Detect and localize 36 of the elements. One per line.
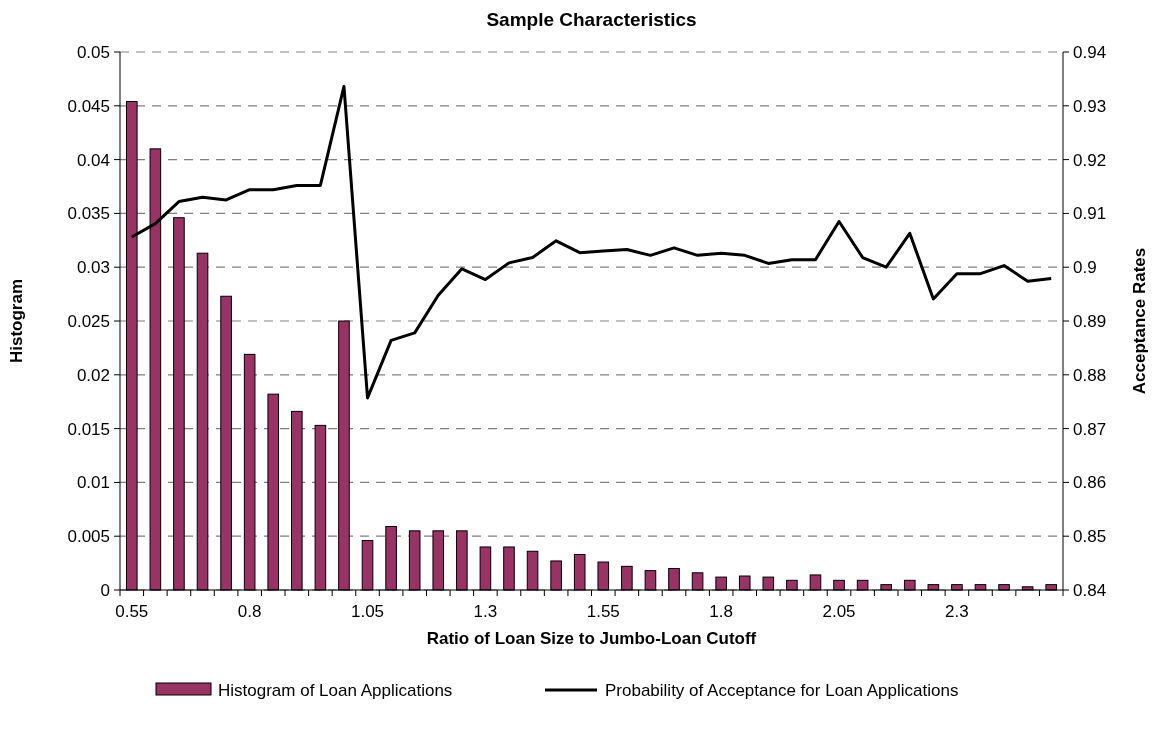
y-tick-label: 0.04 — [76, 150, 110, 170]
y-tick-label: 0.005 — [67, 527, 110, 547]
y-tick-label: 0.025 — [67, 311, 110, 331]
x-tick-label: 2.3 — [945, 602, 969, 621]
x-axis-title: Ratio of Loan Size to Jumbo-Loan Cutoff — [426, 629, 757, 648]
x-tick-label: 2.05 — [822, 602, 856, 621]
y-tick-label: 0.01 — [76, 473, 110, 493]
legend-label: Histogram of Loan Applications — [218, 680, 453, 700]
y2-tick-label: 0.9 — [1073, 258, 1097, 278]
x-tick-label: 1.8 — [709, 602, 733, 621]
y2-tick-label: 0.93 — [1073, 96, 1107, 116]
y2-tick-label: 0.84 — [1073, 580, 1107, 600]
y2-axis-title: Acceptance Rates — [1130, 247, 1149, 395]
x-tick-label: 0.8 — [237, 602, 262, 621]
y-axis-title: Histogram — [7, 278, 26, 364]
y-tick-label: 0.045 — [67, 96, 110, 116]
x-tick-label: 0.55 — [115, 602, 149, 621]
y2-tick-label: 0.85 — [1073, 527, 1107, 547]
y-tick-label: 0.05 — [76, 42, 110, 62]
y-tick-label: 0.015 — [67, 419, 110, 439]
y-tick-label: 0.02 — [76, 365, 110, 385]
y-tick-label: 0.035 — [67, 204, 110, 224]
y-tick-label: 0.03 — [76, 258, 110, 278]
x-tick-label: 1.3 — [473, 602, 498, 621]
y2-tick-label: 0.88 — [1073, 365, 1107, 385]
chart-title: Sample Characteristics — [486, 9, 697, 30]
x-tick-label: 1.55 — [586, 602, 620, 621]
x-tick-label: 1.05 — [350, 602, 385, 621]
y-tick-label: 0 — [100, 580, 110, 600]
y2-tick-label: 0.86 — [1073, 473, 1107, 493]
legend-label: Probability of Acceptance for Loan Applications — [605, 680, 959, 700]
y2-tick-label: 0.87 — [1073, 419, 1107, 439]
y2-tick-label: 0.89 — [1073, 311, 1107, 331]
y2-tick-label: 0.92 — [1073, 150, 1107, 170]
y2-tick-label: 0.94 — [1073, 42, 1107, 62]
y2-tick-label: 0.91 — [1073, 204, 1107, 224]
